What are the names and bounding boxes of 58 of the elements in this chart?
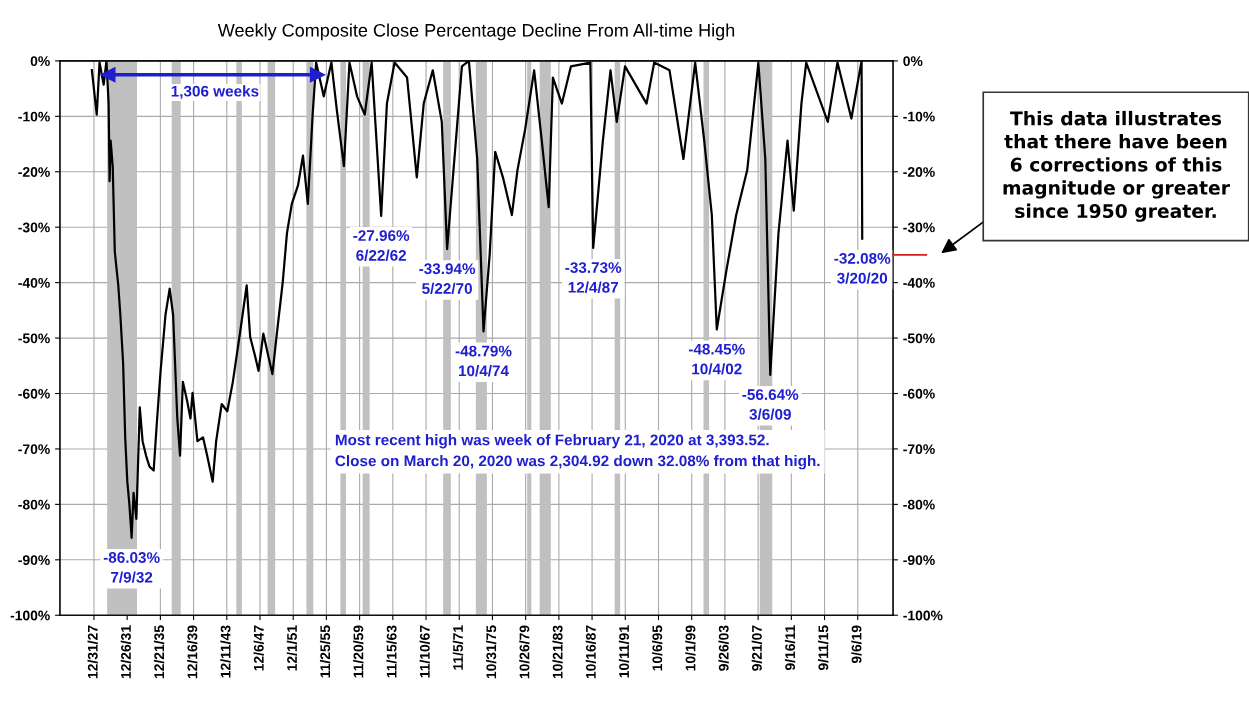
annotation: -86.03% 7/9/32 (103, 552, 160, 583)
x-tick-label: 10/6/95 (652, 625, 663, 671)
y2-tick-label: -60% (903, 388, 935, 399)
y-tick-label: -50% (18, 333, 50, 344)
x-tick-label: 12/26/31 (120, 625, 132, 679)
annotation: -48.45% 10/4/02 (688, 343, 745, 375)
x-tick-label: 11/10/67 (419, 625, 430, 678)
y-tick-label: -20% (18, 167, 50, 177)
annotation: 1,306 weeks (171, 85, 259, 99)
y2-tick-label: -20% (903, 167, 935, 177)
y2-tick-label: 0% (903, 56, 923, 67)
annotation: -27.96% 6/22/62 (353, 230, 410, 261)
x-tick-label: 12/16/39 (187, 625, 198, 679)
y-tick-label: -90% (18, 555, 50, 565)
y-tick-label: -30% (18, 222, 50, 233)
x-tick-label: 10/11/91 (618, 625, 630, 678)
x-tick-label: 12/31/27 (87, 625, 98, 679)
x-tick-label: 11/15/63 (386, 625, 397, 678)
x-tick-label: 10/1/99 (685, 625, 696, 671)
x-tick-label: 11/20/59 (353, 625, 364, 678)
y2-tick-label: -100% (903, 610, 943, 621)
x-tick-label: 9/16/11 (784, 625, 796, 671)
y2-tick-label: -30% (903, 222, 935, 233)
annotation: -48.79% 10/4/74 (455, 345, 512, 377)
annotation: -32.08% 3/20/20 (834, 253, 891, 284)
x-tick-label: 12/11/43 (220, 625, 231, 678)
y-tick-label: -60% (18, 388, 50, 399)
y-tick-label: -100% (10, 610, 50, 621)
x-tick-label: 9/21/07 (751, 625, 762, 671)
y-tick-label: -40% (18, 277, 50, 288)
y-tick-label: -70% (18, 444, 50, 455)
x-tick-label: 12/21/35 (153, 625, 165, 679)
x-tick-label: 9/6/19 (851, 625, 862, 664)
y-tick-label: 0% (30, 56, 50, 67)
y2-tick-label: -50% (903, 333, 935, 344)
x-tick-label: 10/26/79 (519, 625, 530, 679)
y2-tick-label: -10% (903, 111, 935, 122)
y-tick-label: -10% (18, 111, 50, 122)
x-tick-label: 10/21/83 (552, 625, 563, 679)
annotation: Most recent high was week of February 21, 2020 at 3,393.52. Close on March 20, 2020 was 2,304.92 down 32.08% from that high. (335, 434, 820, 470)
y2-tick-label: -90% (903, 555, 935, 565)
x-tick-label: 11/5/71 (452, 625, 464, 670)
annotation: -56.64% 3/6/09 (742, 389, 799, 420)
x-tick-label: 10/16/87 (585, 625, 596, 679)
y2-tick-label: -70% (903, 444, 935, 455)
x-tick-label: 11/25/55 (319, 625, 331, 678)
annotation: -33.94% 5/22/70 (419, 263, 476, 295)
chart-title: Weekly Composite Close Percentage Decline From All-time High (217, 23, 735, 41)
x-tick-label: 12/6/47 (253, 625, 264, 671)
text: This data illustrates that there have been 6 corrections of this magnitude or greater since 1950 greater. (1003, 110, 1230, 222)
x-tick-label: 12/1/51 (286, 625, 298, 671)
annotation: -33.73% 12/4/87 (565, 262, 622, 293)
y2-tick-label: -40% (903, 277, 935, 288)
x-tick-label: 9/26/03 (718, 625, 729, 671)
x-tick-label: 10/31/75 (485, 625, 497, 679)
y2-tick-label: -80% (903, 499, 935, 510)
y-tick-label: -80% (18, 499, 50, 510)
x-tick-label: 9/11/15 (818, 625, 829, 671)
